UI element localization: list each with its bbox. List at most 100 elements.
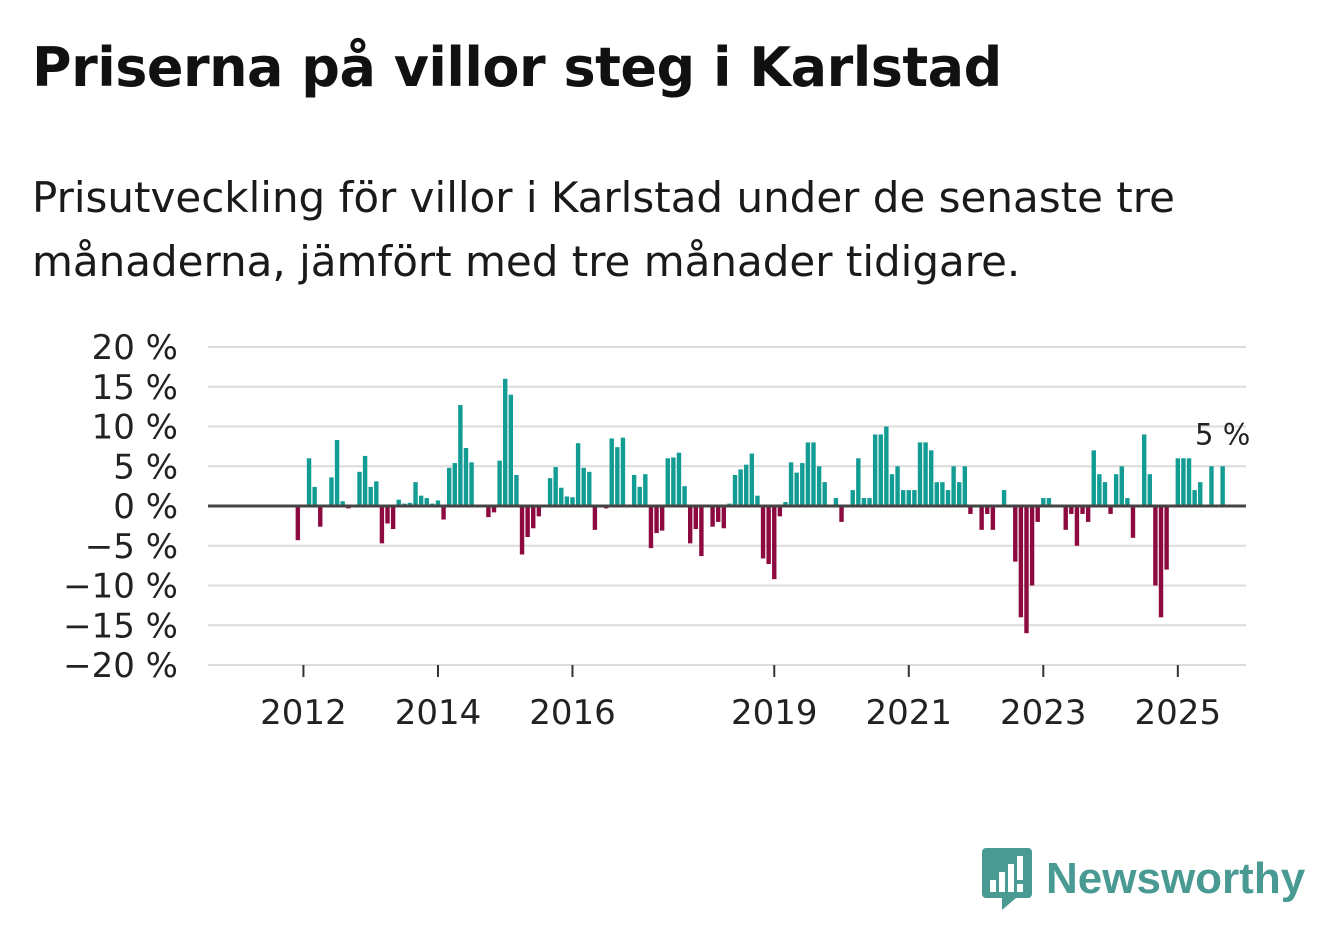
bar <box>407 502 413 506</box>
bar <box>929 450 934 506</box>
bar <box>1164 506 1169 570</box>
bar <box>895 466 900 506</box>
bar <box>867 498 872 506</box>
bars <box>295 378 1225 634</box>
bar <box>906 490 911 506</box>
x-axis: 2012 2014 2016 2019 2021 2023 2025 <box>260 665 1221 733</box>
bar <box>1063 506 1068 530</box>
bar <box>699 506 704 557</box>
bar <box>519 506 525 555</box>
bar <box>940 482 945 506</box>
x-tick-label: 2014 <box>395 693 482 733</box>
bar <box>772 506 777 580</box>
bar <box>564 496 570 506</box>
bar <box>794 472 799 506</box>
bar <box>1102 482 1108 506</box>
bar <box>1024 506 1029 634</box>
bar <box>329 477 334 506</box>
bar <box>654 506 659 534</box>
bar <box>917 442 923 506</box>
bar <box>609 438 614 506</box>
bar <box>738 469 743 506</box>
bar <box>536 506 542 517</box>
bar <box>833 498 839 506</box>
bar <box>1141 434 1147 506</box>
y-tick-label: 0 % <box>113 487 178 527</box>
bar <box>665 458 670 506</box>
bar <box>503 378 508 506</box>
bar <box>872 434 878 506</box>
bar <box>1108 506 1113 514</box>
bar <box>458 405 463 506</box>
brand-name: Newsworthy <box>1046 854 1306 903</box>
bar <box>1192 490 1197 506</box>
bar <box>755 495 760 506</box>
bar <box>643 474 648 506</box>
bar <box>659 506 665 531</box>
newsworthy-logo: Newsworthy <box>982 848 1305 910</box>
bar <box>553 467 558 506</box>
bar <box>945 490 951 506</box>
bar <box>884 426 889 506</box>
bar <box>1209 466 1214 506</box>
bar <box>957 482 962 506</box>
bar <box>766 506 771 565</box>
bar <box>575 443 581 506</box>
bar <box>1074 506 1080 546</box>
bar <box>788 462 794 506</box>
bar <box>1158 506 1164 618</box>
bar <box>1046 498 1052 506</box>
bar <box>1097 474 1102 506</box>
y-tick-label: −5 % <box>85 527 178 567</box>
bar <box>334 440 340 506</box>
bar <box>968 506 973 514</box>
bar <box>693 506 698 530</box>
bar <box>379 506 385 544</box>
bar <box>615 447 620 506</box>
bar <box>648 506 654 549</box>
bar <box>295 506 301 541</box>
x-tick-label: 2012 <box>260 693 347 733</box>
bar <box>990 506 996 530</box>
bar <box>368 486 373 506</box>
x-tick-label: 2021 <box>866 693 953 733</box>
bar <box>340 501 345 506</box>
bar <box>749 453 755 506</box>
y-tick-label: 5 % <box>113 447 178 487</box>
y-tick-label: −15 % <box>63 606 178 646</box>
newsworthy-logo-icon <box>982 848 1032 910</box>
bar <box>592 506 598 530</box>
bar <box>1119 466 1124 506</box>
bar <box>418 495 424 506</box>
bar <box>1091 450 1096 506</box>
bar <box>441 506 446 520</box>
bar <box>1186 458 1192 506</box>
bar <box>396 499 401 506</box>
y-tick-label: −10 % <box>63 567 178 607</box>
bar <box>783 502 788 506</box>
annotations: 5 % <box>1195 417 1250 451</box>
bar <box>716 506 721 522</box>
bar <box>912 490 917 506</box>
bar <box>744 464 749 506</box>
bar <box>951 466 956 506</box>
bar <box>671 457 676 506</box>
bar <box>822 482 827 506</box>
bar <box>1013 506 1018 562</box>
bar <box>547 478 553 506</box>
bar <box>816 466 822 506</box>
y-tick-label: 10 % <box>92 408 178 448</box>
bar <box>889 474 895 506</box>
bar <box>856 458 861 506</box>
bar <box>1220 466 1225 506</box>
x-tick-label: 2023 <box>1000 693 1087 733</box>
bar <box>374 481 379 506</box>
bar <box>525 506 530 538</box>
bar <box>424 498 429 506</box>
bar <box>1085 506 1091 522</box>
bar <box>800 463 805 506</box>
bar <box>878 434 883 506</box>
y-tick-label: 15 % <box>92 368 178 408</box>
bar <box>570 497 575 506</box>
x-tick-label: 2019 <box>731 693 818 733</box>
